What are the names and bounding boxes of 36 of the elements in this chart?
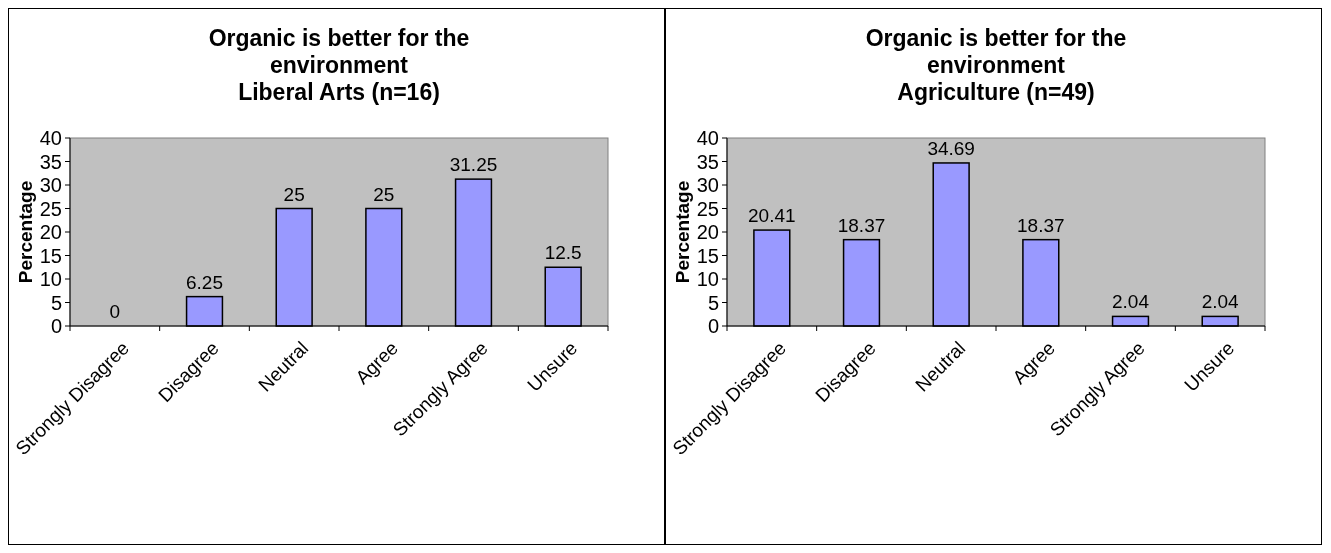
y-tick-label: 0 (707, 315, 719, 337)
y-tick-label: 0 (50, 315, 62, 337)
y-tick-label: 25 (39, 197, 62, 220)
data-label: 18.37 (1017, 214, 1065, 236)
y-tick-label: 15 (39, 244, 62, 267)
y-tick-label: 35 (696, 150, 719, 173)
data-label: 25 (373, 183, 395, 205)
data-label: 31.25 (449, 154, 498, 176)
y-tick-label: 10 (39, 268, 62, 290)
data-label: 0 (109, 301, 121, 322)
chart-subtitle: Agriculture (n=49) (897, 79, 1095, 105)
data-label: 18.37 (837, 214, 886, 236)
y-tick-label: 40 (696, 127, 719, 149)
y-tick-label: 5 (707, 291, 719, 314)
y-tick-label: 30 (696, 174, 719, 196)
y-tick-label: 35 (39, 150, 62, 173)
chart-subtitle: Liberal Arts (n=16) (238, 79, 440, 105)
data-label: 6.25 (186, 271, 223, 293)
y-tick-label: 20 (39, 221, 62, 243)
y-axis-title: Percentage (672, 180, 693, 284)
data-label: 25 (283, 183, 305, 205)
chart-title: Organic is better for the environment (208, 25, 470, 78)
data-label: 2.04 (1201, 291, 1240, 313)
y-axis-title: Percentage (15, 180, 36, 284)
y-tick-label: 15 (696, 244, 719, 267)
y-tick-label: 5 (50, 291, 62, 314)
y-tick-label: 25 (696, 197, 719, 220)
chart-title: Organic is better for the environment (865, 25, 1127, 78)
data-label: 34.69 (927, 137, 975, 159)
y-tick-label: 20 (696, 221, 719, 243)
y-tick-label: 10 (696, 268, 719, 290)
data-label: 12.5 (544, 242, 582, 264)
data-label: 20.41 (748, 205, 796, 227)
y-tick-label: 40 (39, 127, 62, 149)
y-tick-label: 30 (39, 174, 62, 196)
data-label: 2.04 (1112, 291, 1150, 313)
